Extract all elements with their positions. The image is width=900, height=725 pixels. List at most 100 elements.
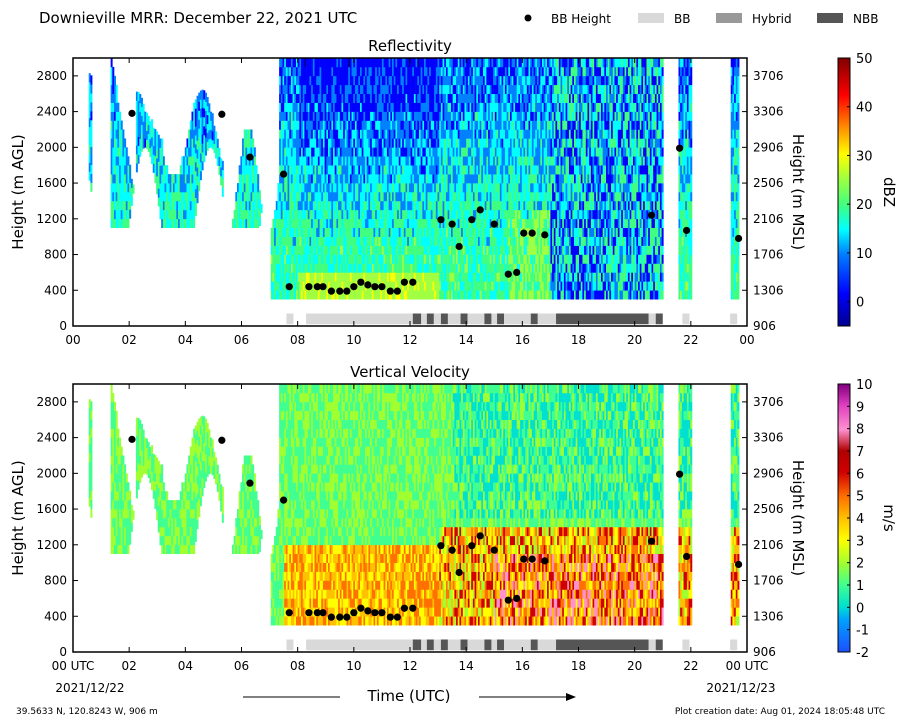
heatmap-cell <box>316 165 319 175</box>
heatmap-cell <box>306 218 309 229</box>
heatmap-cell <box>316 218 319 229</box>
heatmap-cell <box>299 245 302 255</box>
heatmap-cell <box>110 129 113 139</box>
heatmap-cell <box>250 218 253 229</box>
heatmap-cell <box>280 254 283 264</box>
heatmap-cell <box>203 108 206 118</box>
heatmap-cell <box>307 111 310 121</box>
heatmap-cell <box>316 147 319 157</box>
heatmap-cell <box>326 174 329 184</box>
heatmap-cell <box>297 66 300 77</box>
heatmap-cell <box>117 156 120 166</box>
heatmap-cell <box>272 272 275 282</box>
heatmap-cell <box>164 165 167 175</box>
heatmap-cell <box>285 272 288 282</box>
heatmap-cell <box>189 147 192 157</box>
heatmap-cell <box>257 200 260 211</box>
heatmap-cell <box>290 147 293 157</box>
heatmap-cell <box>188 200 191 211</box>
heatmap-cell <box>326 218 329 229</box>
heatmap-cell <box>299 84 302 95</box>
heatmap-cell <box>161 183 164 193</box>
heatmap-cell <box>139 93 142 104</box>
heatmap-cell <box>292 272 295 282</box>
heatmap-cell <box>314 290 317 300</box>
heatmap-cell <box>125 156 128 166</box>
heatmap-cell <box>235 192 238 202</box>
heatmap-cell <box>139 147 142 157</box>
heatmap-cell <box>110 93 113 103</box>
heatmap-cell <box>326 111 329 121</box>
heatmap-cell <box>252 192 255 202</box>
heatmap-cell <box>309 174 312 184</box>
heatmap-cell <box>307 200 310 211</box>
heatmap-cell <box>277 236 280 246</box>
heatmap-cell <box>301 281 304 291</box>
heatmap-cell <box>203 99 206 109</box>
heatmap-cell <box>174 183 177 193</box>
heatmap-cell <box>221 178 224 188</box>
heatmap-cell <box>184 200 187 211</box>
heatmap-cell <box>309 120 312 130</box>
heatmap-cell <box>326 147 329 157</box>
heatmap-cell <box>280 281 283 291</box>
heatmap-cell <box>140 97 143 108</box>
heatmap-cell <box>302 58 305 68</box>
heatmap-cell <box>307 102 310 112</box>
heatmap-cell <box>280 227 283 237</box>
heatmap-cell <box>90 102 93 112</box>
heatmap-cell <box>90 111 93 121</box>
heatmap-cell <box>321 111 324 121</box>
heatmap-cell <box>127 165 130 175</box>
heatmap-cell <box>324 165 327 175</box>
heatmap-cell <box>295 218 298 229</box>
heatmap-cell <box>317 290 320 300</box>
heatmap-cell <box>306 245 309 255</box>
heatmap-cell <box>321 138 324 148</box>
heatmap-cell <box>314 147 317 157</box>
heatmap-cell <box>301 174 304 184</box>
heatmap-cell <box>306 66 309 77</box>
heatmap-cell <box>221 160 224 171</box>
heatmap-cell <box>295 263 298 273</box>
heatmap-cell <box>112 93 115 103</box>
heatmap-cell <box>285 192 288 202</box>
heatmap-cell <box>245 209 248 220</box>
heatmap-cell <box>247 218 250 229</box>
heatmap-cell <box>220 167 223 177</box>
heatmap-cell <box>324 66 327 77</box>
heatmap-cell <box>279 111 282 121</box>
heatmap-cell <box>112 66 115 77</box>
heatmap-cell <box>285 75 288 86</box>
heatmap-cell <box>275 245 278 255</box>
heatmap-cell <box>247 200 250 211</box>
heatmap-cell <box>115 174 118 184</box>
heatmap-cell <box>216 147 219 157</box>
heatmap-cell <box>304 263 307 273</box>
heatmap-cell <box>294 263 297 273</box>
heatmap-cell <box>157 152 160 162</box>
heatmap-cell <box>301 236 304 246</box>
heatmap-cell <box>240 192 243 202</box>
heatmap-cell <box>306 58 309 68</box>
heatmap-cell <box>312 111 315 121</box>
heatmap-cell <box>122 147 125 157</box>
heatmap-cell <box>280 58 283 68</box>
heatmap-cell <box>289 84 292 95</box>
heatmap-cell <box>161 156 164 166</box>
heatmap-cell <box>280 245 283 255</box>
heatmap-cell <box>287 272 290 282</box>
heatmap-cell <box>88 135 91 145</box>
heatmap-cell <box>191 200 194 211</box>
heatmap-cell <box>314 192 317 202</box>
heatmap-cell <box>307 245 310 255</box>
heatmap-cell <box>304 236 307 246</box>
heatmap-cell <box>309 102 312 112</box>
heatmap-cell <box>292 218 295 229</box>
heatmap-cell <box>311 236 314 246</box>
heatmap-cell <box>274 227 277 237</box>
heatmap-cell <box>184 183 187 193</box>
heatmap-cell <box>321 75 324 86</box>
heatmap-cell <box>290 200 293 211</box>
heatmap-cell <box>317 272 320 282</box>
